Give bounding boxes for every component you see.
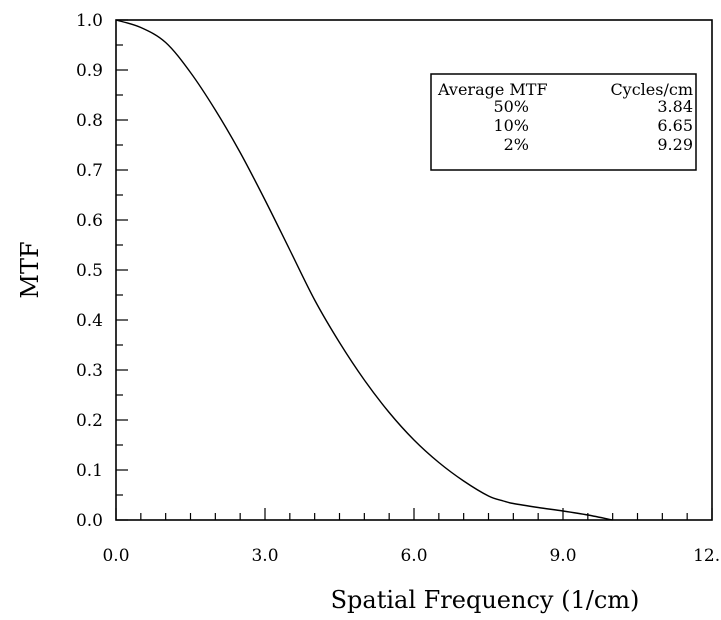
y-tick-label: 0.4 (76, 311, 103, 331)
x-tick-label: 6.0 (400, 546, 427, 566)
y-tick-label: 0.5 (76, 261, 103, 281)
legend-row-1-percent: 50% (493, 97, 529, 116)
y-tick-label: 0.6 (76, 211, 103, 231)
y-tick-label: 0.0 (76, 511, 103, 531)
legend-header-average-mtf: Average MTF (437, 80, 548, 99)
y-tick-label: 0.7 (76, 161, 103, 181)
y-tick-label: 0.3 (76, 361, 103, 381)
y-tick-label: 0.9 (76, 61, 103, 81)
legend-row-2-value: 6.65 (657, 116, 693, 135)
legend-table: Average MTF Cycles/cm 50% 3.84 10% 6.65 … (430, 73, 697, 171)
plot-area: 0.0 3.0 6.0 9.0 12.0 0.0 0.1 0.2 0.3 0.4 0.5 0.6 0.7… (76, 11, 721, 566)
y-tick-label: 0.8 (76, 111, 103, 131)
x-tick-label: 12.0 (693, 546, 721, 566)
legend-row-1-value: 3.84 (657, 97, 693, 116)
tick-labels: 0.0 3.0 6.0 9.0 12.0 0.0 0.1 0.2 0.3 0.4 0.5 0.6 0.7… (76, 11, 721, 566)
mtf-curve (115, 19, 613, 521)
legend-header-cycles: Cycles/cm (610, 80, 693, 99)
legend-row-3-value: 9.29 (657, 135, 693, 154)
x-axis-title: Spatial Frequency (1/cm) (331, 586, 640, 614)
x-tick-label: 9.0 (549, 546, 576, 566)
y-tick-label: 0.1 (76, 461, 103, 481)
legend-box (430, 73, 697, 171)
axis-ticks (115, 19, 713, 521)
y-tick-label: 0.2 (76, 411, 103, 431)
legend-row-2-percent: 10% (493, 116, 529, 135)
x-tick-label: 3.0 (251, 546, 278, 566)
x-tick-label: 0.0 (102, 546, 129, 566)
legend-row-3-percent: 2% (504, 135, 529, 154)
y-axis-title: MTF (16, 241, 44, 298)
y-tick-label: 1.0 (76, 11, 103, 31)
